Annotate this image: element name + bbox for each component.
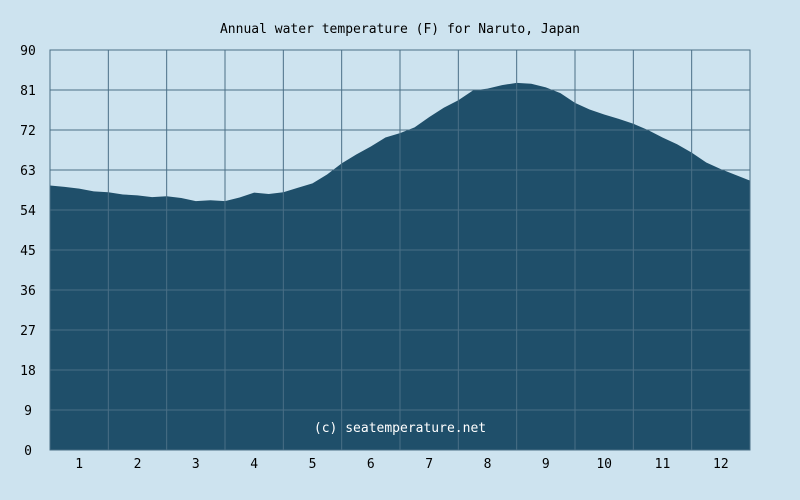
x-tick-label: 5 bbox=[309, 457, 317, 472]
x-tick-label: 1 bbox=[75, 457, 83, 472]
chart-title: Annual water temperature (F) for Naruto,… bbox=[220, 22, 580, 37]
y-tick-label: 0 bbox=[24, 444, 32, 459]
x-tick-label: 11 bbox=[655, 457, 671, 472]
y-tick-label: 36 bbox=[20, 284, 36, 299]
x-tick-label: 10 bbox=[596, 457, 612, 472]
y-tick-label: 45 bbox=[20, 244, 36, 259]
credit-label: (c) seatemperature.net bbox=[314, 421, 486, 436]
y-tick-label: 54 bbox=[20, 204, 36, 219]
x-tick-label: 2 bbox=[134, 457, 142, 472]
x-tick-label: 3 bbox=[192, 457, 200, 472]
x-tick-label: 6 bbox=[367, 457, 375, 472]
y-tick-label: 63 bbox=[20, 164, 36, 179]
y-tick-label: 27 bbox=[20, 324, 36, 339]
y-tick-label: 72 bbox=[20, 124, 36, 139]
y-tick-label: 9 bbox=[24, 404, 32, 419]
x-tick-label: 9 bbox=[542, 457, 550, 472]
y-tick-label: 81 bbox=[20, 84, 36, 99]
x-tick-label: 7 bbox=[425, 457, 433, 472]
grid-layer bbox=[49, 49, 751, 451]
x-tick-label: 12 bbox=[713, 457, 729, 472]
plot-border bbox=[49, 49, 751, 451]
y-tick-label: 18 bbox=[20, 364, 36, 379]
x-tick-label: 4 bbox=[250, 457, 258, 472]
y-tick-label: 90 bbox=[20, 44, 36, 59]
x-tick-label: 8 bbox=[484, 457, 492, 472]
